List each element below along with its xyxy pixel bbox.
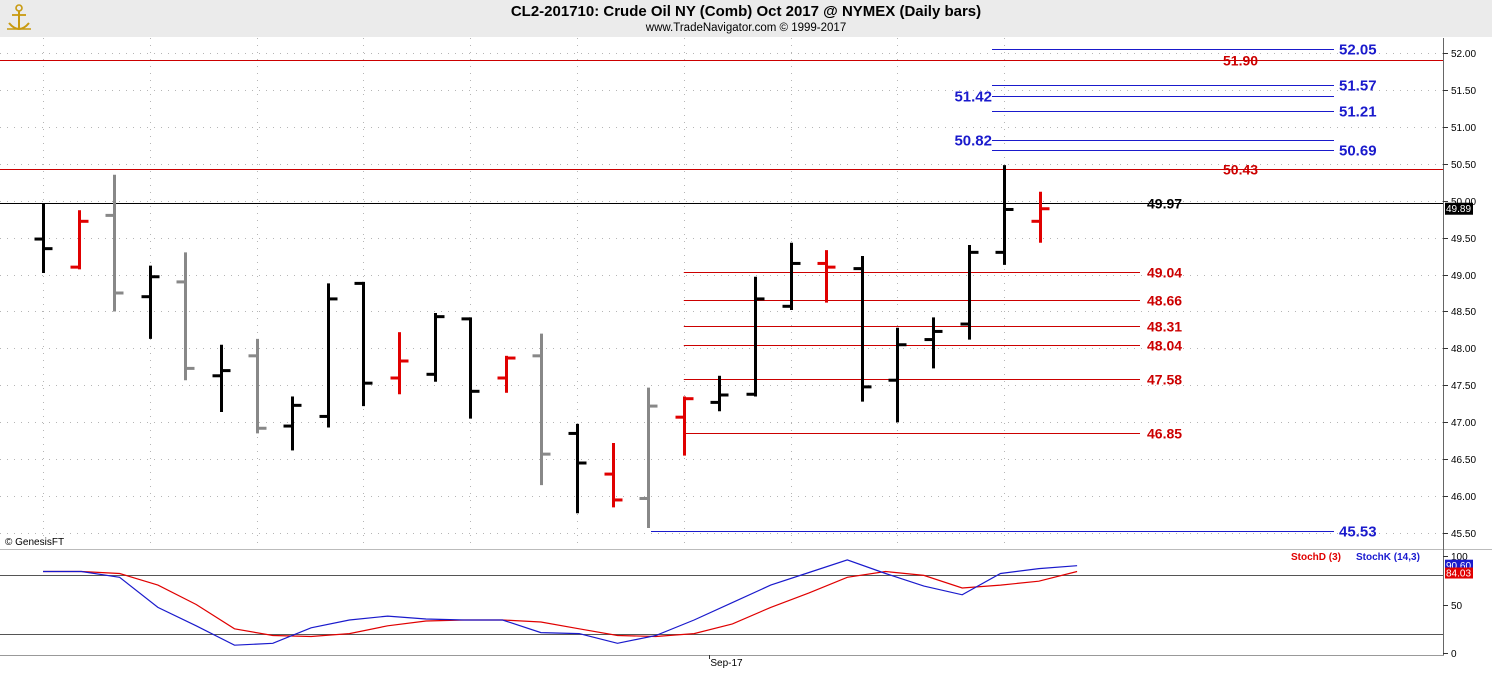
ohlc-bar (248, 338, 267, 434)
ohlc-bar (461, 317, 480, 419)
ohlc-bar (390, 332, 409, 395)
price-axis-label: 46.00 (1451, 492, 1476, 503)
level-label: 51.57 (1339, 78, 1377, 95)
level-label: 50.82 (954, 133, 992, 150)
chart-title: CL2-201710: Crude Oil NY (Comb) Oct 2017… (510, 3, 982, 20)
ohlc-bar (853, 256, 872, 402)
price-axis-label: 47.50 (1451, 381, 1476, 392)
ohlc-bar (176, 252, 195, 381)
level-label: 50.43 (1223, 162, 1258, 178)
ohlc-bar (1031, 191, 1050, 243)
stoch-k-line (43, 559, 1078, 646)
level-label: 49.04 (1147, 265, 1182, 281)
ohlc-bar (70, 210, 89, 270)
last-price-marker (1445, 202, 1473, 215)
price-axis-label: 50.50 (1451, 160, 1476, 171)
price-axis-label: 48.00 (1451, 344, 1476, 355)
level-label: 48.66 (1147, 293, 1182, 309)
level-label: 46.85 (1147, 426, 1182, 442)
ohlc-bar (888, 327, 907, 423)
ohlc-bar (746, 276, 765, 397)
price-axis-label: 51.50 (1451, 86, 1476, 97)
last-price-label: 49.89 (1446, 204, 1471, 215)
ohlc-bar (924, 317, 943, 369)
chart-header (0, 0, 1492, 37)
ohlc-bar (675, 396, 694, 456)
stoch-axis-label: 50 (1451, 601, 1463, 612)
copyright-text: © GenesisFT (5, 537, 65, 548)
level-label: 48.31 (1147, 319, 1182, 335)
price-axis-label: 50.00 (1451, 197, 1476, 208)
price-axis-label: 49.50 (1451, 234, 1476, 245)
ohlc-bars (34, 165, 1050, 529)
ohlc-bar (319, 283, 338, 428)
price-axis-label: 45.50 (1451, 529, 1476, 540)
stoch-axis-label: 0 (1451, 649, 1457, 660)
price-axis-label: 46.50 (1451, 455, 1476, 466)
ohlc-bar (710, 375, 729, 412)
ohlc-bar (34, 203, 53, 274)
level-label: 47.58 (1147, 372, 1182, 388)
ohlc-bar (639, 387, 658, 529)
ohlc-bar (817, 250, 836, 303)
level-label: 48.04 (1147, 338, 1182, 354)
stoch-d-marker (1445, 567, 1473, 579)
ohlc-bar (141, 265, 160, 339)
ohlc-bar (283, 396, 302, 451)
level-label: 51.42 (954, 89, 992, 106)
price-axis-label: 52.00 (1451, 49, 1476, 60)
level-label: 51.21 (1339, 104, 1377, 121)
ohlc-bar (995, 165, 1014, 265)
chart-subtitle: www.TradeNavigator.com © 1999-2017 (645, 22, 847, 34)
ohlc-bar (960, 244, 979, 340)
grid (0, 38, 1443, 548)
level-label: 51.90 (1223, 53, 1258, 69)
stoch-k-legend: StochK (14,3) (1356, 552, 1420, 563)
date-axis-label: Sep-17 (710, 658, 743, 669)
price-levels: 52.05 51.90 51.57 51.42 51.21 50.82 50.69 50.43… (0, 42, 1443, 541)
price-axis-label: 51.00 (1451, 123, 1476, 134)
level-label: 52.05 (1339, 42, 1377, 59)
level-label: 49.97 (1147, 196, 1182, 212)
price-axis-label: 49.00 (1451, 271, 1476, 282)
level-label: 45.53 (1339, 524, 1377, 541)
price-axis: 52.00 51.50 51.00 50.50 50.00 49.50 49.00 48.50… (1443, 49, 1476, 540)
ohlc-bar (782, 242, 801, 310)
ohlc-bar (497, 355, 516, 393)
stoch-d-value: 84.03 (1446, 569, 1471, 580)
ohlc-bar (426, 312, 445, 382)
price-axis-label: 48.50 (1451, 307, 1476, 318)
ohlc-bar (568, 423, 587, 514)
level-label: 50.69 (1339, 143, 1377, 160)
ohlc-bar (604, 443, 623, 508)
ohlc-bar (354, 281, 373, 407)
ohlc-bar (105, 174, 124, 312)
price-axis-label: 47.00 (1451, 418, 1476, 429)
logo-icon (7, 4, 31, 30)
stoch-k-value: 90.60 (1446, 561, 1471, 572)
stoch-d-legend: StochD (3) (1291, 552, 1341, 563)
stoch-axis-label: 100 (1451, 552, 1468, 563)
ohlc-bar (212, 344, 231, 412)
ohlc-bar (532, 333, 551, 486)
stoch-d-line (43, 570, 1078, 638)
stoch-k-marker (1445, 559, 1473, 571)
